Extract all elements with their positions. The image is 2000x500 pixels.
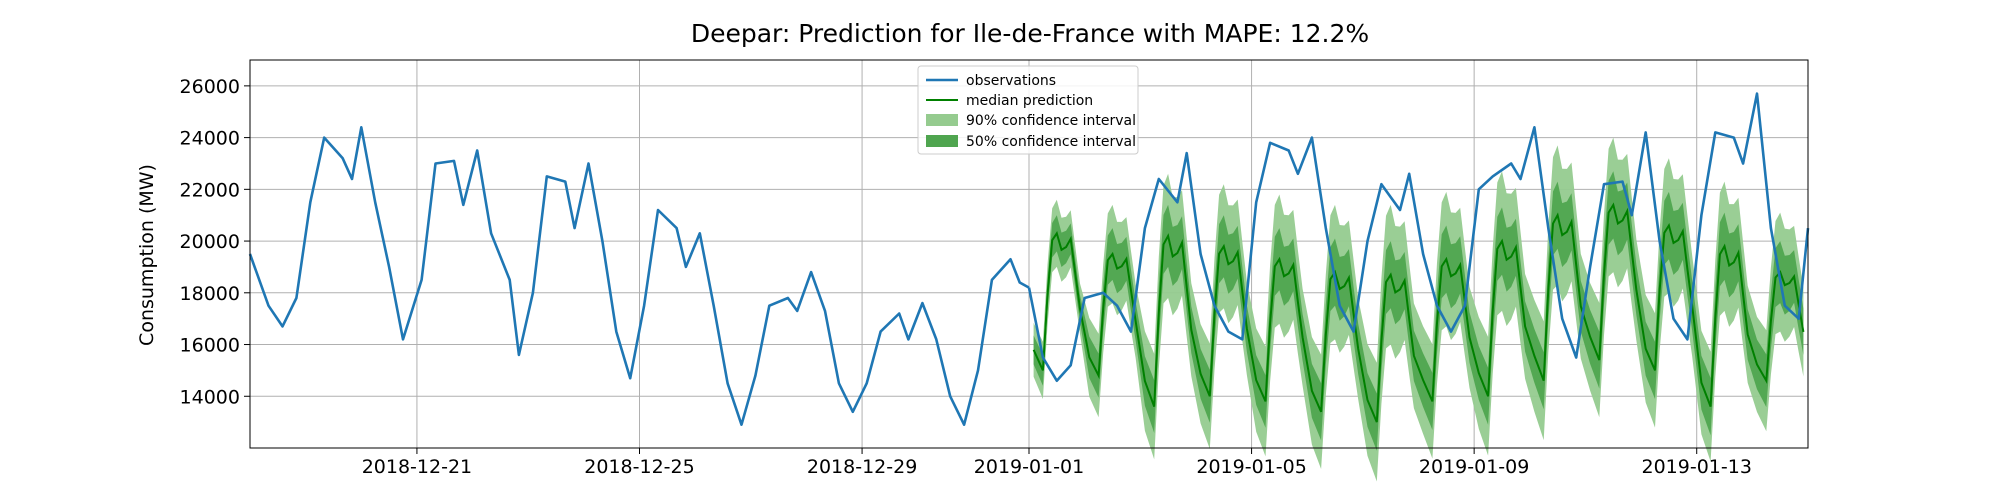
legend-frame bbox=[917, 65, 1139, 155]
legend-ci90-swatch bbox=[926, 114, 958, 126]
y-tick-label: 18000 bbox=[180, 283, 240, 305]
legend-label-ci90: 90% confidence interval bbox=[966, 113, 1136, 129]
observations-line-group bbox=[248, 92, 1810, 426]
y-tick-label: 24000 bbox=[180, 128, 240, 150]
legend-label-observations: observations bbox=[966, 73, 1056, 89]
x-tick-label: 2019-01-09 bbox=[1419, 456, 1529, 478]
x-tick-label: 2018-12-29 bbox=[807, 456, 917, 478]
y-tick-label: 16000 bbox=[180, 335, 240, 357]
chart-title: Deepar: Prediction for Ile-de-France wit… bbox=[691, 19, 1369, 48]
y-tick-label: 22000 bbox=[180, 179, 240, 201]
observations-line bbox=[248, 126, 1030, 426]
legend-label-ci50: 50% confidence interval bbox=[966, 134, 1136, 150]
y-tick-label: 26000 bbox=[180, 76, 240, 98]
median-line-group bbox=[1032, 202, 1805, 423]
ci50-band-group bbox=[1033, 171, 1804, 451]
observations-line-forecast-period bbox=[1027, 92, 1810, 382]
legend-ci50-swatch bbox=[926, 135, 958, 147]
x-ticks: 2018-12-21 2018-12-25 2018-12-29 2019-01-01… bbox=[362, 448, 1752, 478]
legend-label-median: median prediction bbox=[966, 93, 1093, 109]
y-tick-label: 14000 bbox=[180, 386, 240, 408]
legend: observations median prediction 90% confi… bbox=[917, 65, 1139, 155]
x-tick-label: 2019-01-05 bbox=[1196, 456, 1306, 478]
y-tick-label: 20000 bbox=[180, 231, 240, 253]
y-axis-label: Consumption (MW) bbox=[136, 164, 158, 346]
x-tick-label: 2018-12-25 bbox=[584, 456, 694, 478]
x-tick-label: 2019-01-13 bbox=[1642, 456, 1752, 478]
x-tick-label: 2018-12-21 bbox=[362, 456, 472, 478]
x-tick-label: 2019-01-01 bbox=[974, 456, 1084, 478]
median-line bbox=[1032, 202, 1805, 423]
ci50-band bbox=[1033, 171, 1804, 451]
y-ticks: 14000 16000 18000 20000 22000 24000 26000 bbox=[180, 76, 250, 408]
